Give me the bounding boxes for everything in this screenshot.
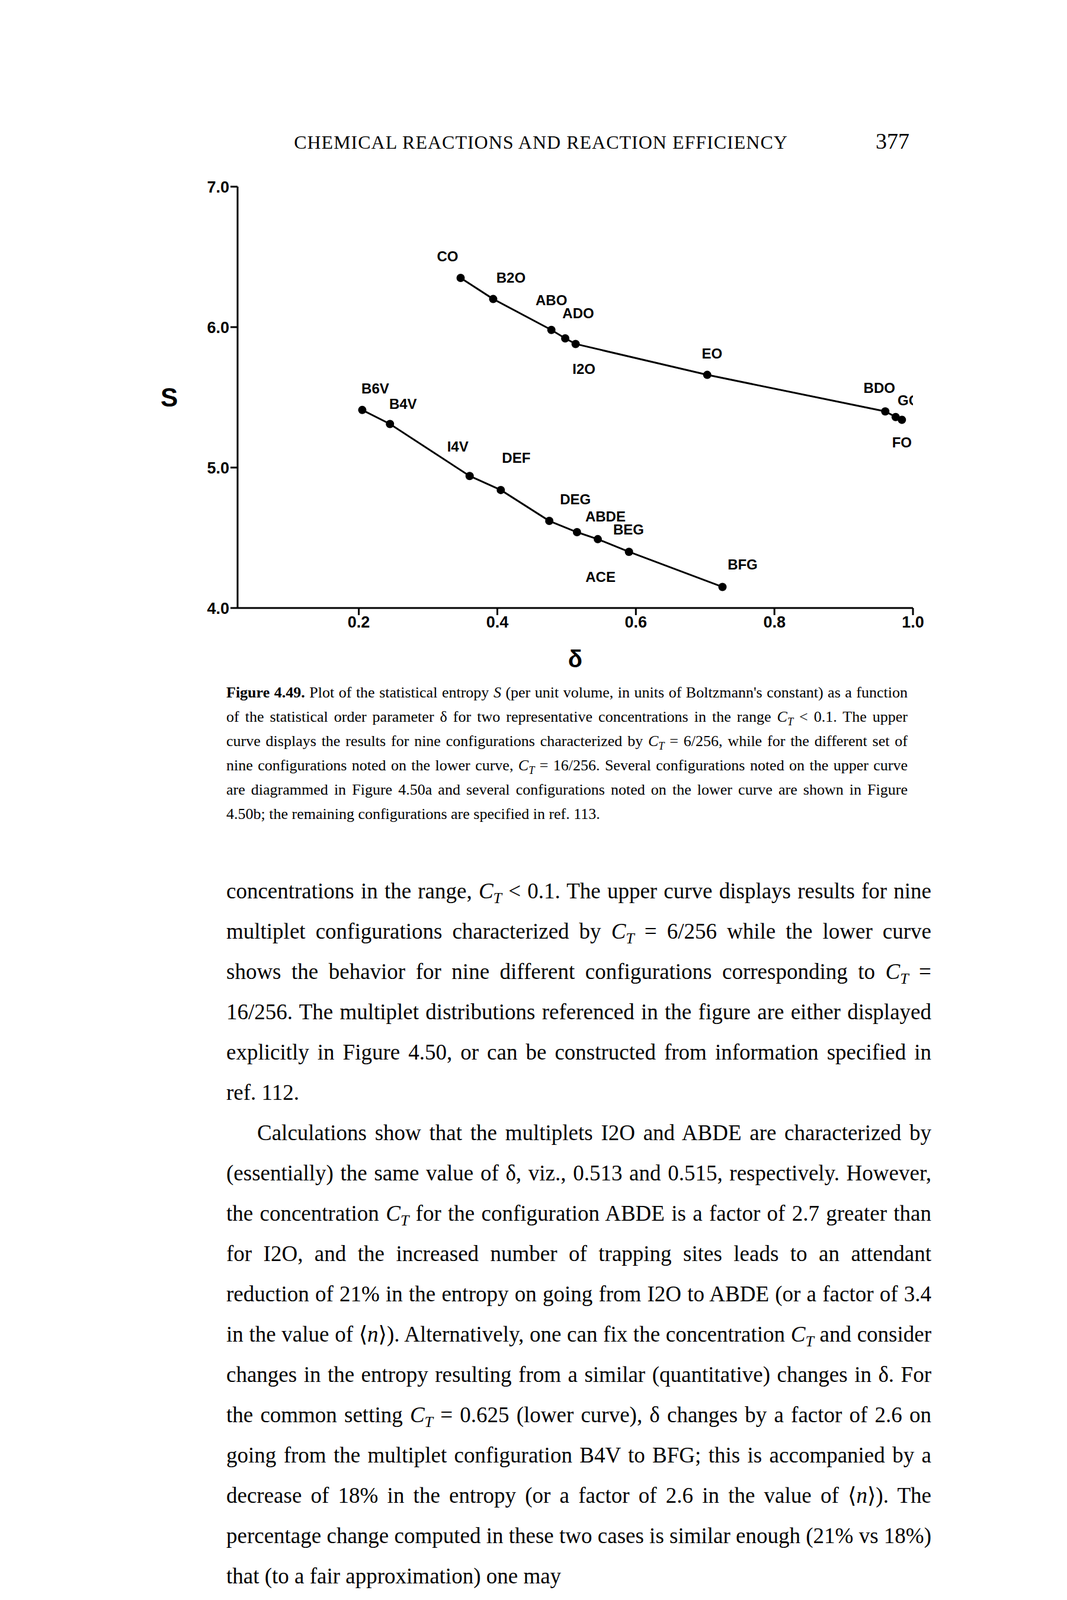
svg-text:5.0: 5.0 [206, 459, 230, 477]
svg-text:0.8: 0.8 [763, 613, 786, 631]
svg-text:BFG: BFG [727, 556, 758, 573]
html-text:377: 377 [875, 128, 910, 154]
svg-text:BDO: BDO [863, 379, 896, 396]
html-text:Figure 4.49. Plot of the stati: Figure 4.49. Plot of the statistical ent… [226, 683, 908, 823]
html-text:concentrations in the range, C: concentrations in the range, CT< 0.1. Th… [226, 878, 932, 1105]
svg-text:B6V: B6V [361, 380, 390, 397]
svg-text:EO: EO [701, 345, 723, 362]
html-text:CHEMICAL REACTIONS AND REACTIO: CHEMICAL REACTIONS AND REACTION EFFICIEN… [293, 131, 788, 153]
svg-text:1.0: 1.0 [901, 613, 925, 631]
svg-text:4.0: 4.0 [206, 599, 230, 618]
svg-text:I4V: I4V [447, 438, 469, 455]
svg-text:7.0: 7.0 [206, 178, 230, 197]
svg-text:0.6: 0.6 [625, 613, 648, 631]
svg-text:DEF: DEF [501, 449, 531, 466]
svg-text:0.2: 0.2 [347, 613, 371, 631]
svg-text:B2O: B2O [496, 269, 526, 286]
svg-text:ACE: ACE [585, 568, 616, 585]
svg-text:DEG: DEG [559, 491, 591, 508]
svg-text:ABDE: ABDE [585, 508, 626, 525]
svg-text:I2O: I2O [572, 360, 596, 377]
svg-text:CO: CO [436, 248, 458, 265]
svg-text:BEG: BEG [613, 521, 644, 538]
svg-text:6.0: 6.0 [206, 318, 230, 337]
svg-text:S: S [160, 382, 178, 412]
html-text:Calculations show that the mul: Calculations show that the multiplets I2… [226, 1120, 932, 1588]
svg-text:ADO: ADO [562, 305, 594, 322]
svg-text:GO: GO [897, 392, 913, 409]
svg-text:ABO: ABO [535, 292, 568, 309]
svg-text:δ: δ [568, 645, 583, 672]
svg-text:0.4: 0.4 [486, 613, 509, 631]
svg-text:FO: FO [892, 434, 912, 451]
svg-text:B4V: B4V [389, 395, 418, 412]
